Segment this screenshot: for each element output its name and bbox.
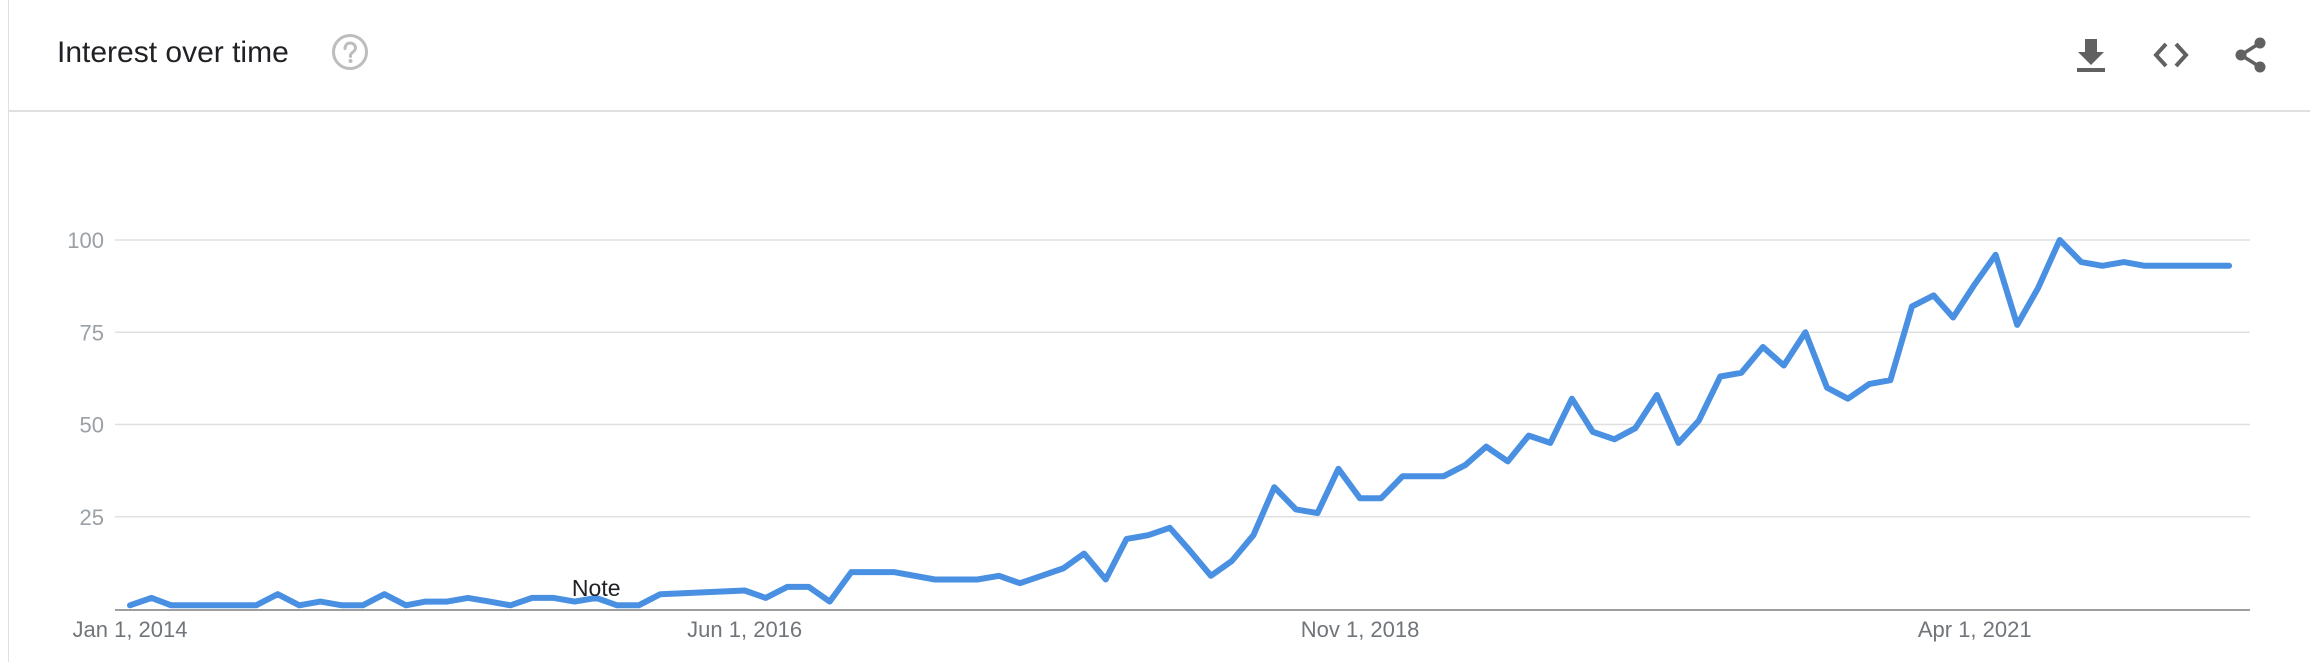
x-tick-label: Apr 1, 2021 (1918, 617, 2032, 642)
grid-lines (115, 239, 2250, 518)
series-layer (127, 237, 2233, 609)
embed-code-icon[interactable] (2151, 35, 2191, 75)
y-tick-label: 25 (80, 505, 104, 530)
annotations: Note (572, 575, 621, 601)
x-tick-labels: Jan 1, 2014 Jun 1, 2016 Nov 1, 2018 Apr 1, … (73, 617, 2032, 642)
x-tick-label: Jan 1, 2014 (73, 617, 188, 642)
share-icon[interactable] (2231, 35, 2271, 75)
x-tick-label: Nov 1, 2018 (1301, 617, 1420, 642)
annotation-note[interactable]: Note (572, 575, 621, 601)
y-tick-label: 50 (80, 413, 104, 438)
download-icon[interactable] (2071, 35, 2111, 75)
card-header: Interest over time (9, 0, 2310, 112)
y-tick-labels: 25 50 75 100 (67, 228, 104, 530)
card-title: Interest over time (57, 36, 289, 69)
y-tick-label: 100 (67, 228, 104, 253)
help-circle-icon[interactable] (331, 33, 369, 71)
interest-over-time-card: Interest over time (8, 0, 2310, 662)
x-tick-label: Jun 1, 2016 (687, 617, 802, 642)
series-line (127, 237, 2233, 609)
y-tick-label: 75 (80, 320, 104, 345)
